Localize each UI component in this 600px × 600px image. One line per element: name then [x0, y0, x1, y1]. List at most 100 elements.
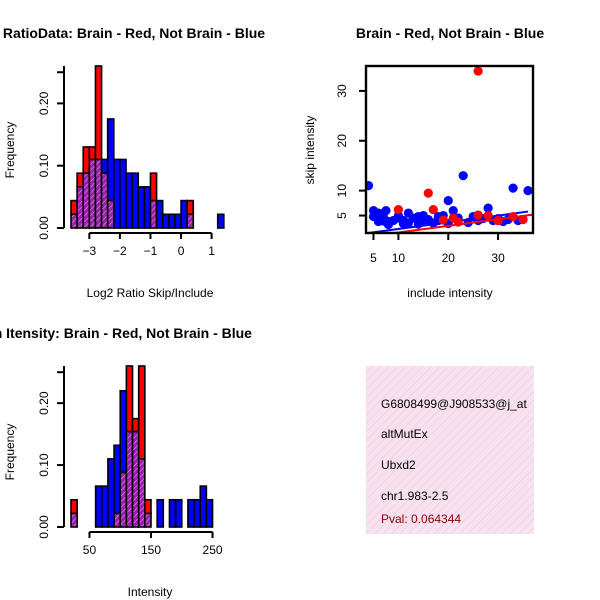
bar-not-brain [100, 158, 109, 174]
point-brain [393, 204, 404, 215]
x-tick-label: 0 [178, 244, 185, 258]
x-tick-label: 1 [208, 244, 215, 258]
bar-brain [88, 146, 97, 161]
bar-overlap [82, 172, 91, 229]
bar-overlap [70, 512, 78, 528]
point-brain [423, 188, 433, 198]
bar-overlap [88, 158, 97, 229]
info-panel: G6808499@J908533@j_at altMutEx Ubxd2 chr… [366, 366, 534, 534]
y-tick-label: 0.00 [37, 216, 51, 240]
info-location: chr1.983-2.5 [381, 489, 449, 503]
bar-not-brain [193, 498, 202, 528]
bar-not-brain [174, 213, 182, 229]
bar-not-brain [216, 213, 225, 229]
bar-overlap [119, 471, 128, 528]
bar-not-brain [107, 458, 115, 528]
point-not-brain [366, 181, 374, 191]
x-tick-label: −3 [82, 244, 96, 258]
bar-not-brain [143, 186, 152, 229]
scatter-ylabel: skip intensity [303, 116, 317, 185]
x-tick-label: 150 [141, 543, 161, 557]
y-tick-label: 0.00 [37, 515, 51, 539]
bar-not-brain [199, 485, 208, 528]
bar-not-brain [155, 199, 164, 229]
info-panel-background [366, 366, 534, 534]
bar-not-brain [156, 498, 165, 528]
ratio-hist-ylabel: Frequency [3, 122, 17, 179]
bar-not-brain [125, 172, 133, 229]
bar-overlap [76, 186, 85, 229]
bar-not-brain [106, 118, 115, 202]
bar-overlap [137, 458, 146, 528]
bar-brain [94, 65, 103, 161]
bar-not-brain [187, 498, 195, 528]
y-tick-label: 10 [335, 184, 349, 198]
bar-brain [76, 172, 85, 188]
bar-not-brain [112, 158, 121, 229]
bar-overlap [131, 430, 140, 528]
intensity-hist-title: Exon Itensity: Brain - Red, Not Brain - … [0, 325, 252, 341]
point-brain [473, 210, 483, 220]
bar-not-brain [100, 485, 109, 528]
bar-brain [144, 498, 152, 515]
ratio-hist-xlabel: Log2 Ratio Skip/Include [87, 286, 214, 300]
bar-not-brain [174, 498, 183, 528]
info-probe-id: G6808499@J908533@j_at [381, 397, 527, 411]
y-tick-label: 0.20 [37, 91, 51, 115]
point-brain [518, 214, 528, 225]
bar-overlap [94, 158, 103, 229]
bar-not-brain [113, 444, 122, 515]
point-brain [473, 66, 483, 76]
x-tick-label: −1 [144, 244, 158, 258]
bar-brain [70, 498, 78, 515]
bar-not-brain [205, 498, 214, 528]
bar-overlap [113, 512, 122, 528]
bar-not-brain [119, 158, 127, 229]
scatter-xlabel: include intensity [407, 286, 492, 300]
ratio-hist-title: RatioData: Brain - Red, Not Brain - Blue [3, 25, 265, 41]
bar-not-brain [161, 213, 170, 229]
intensity-scatter: Brain - Red, Not Brain - Blue 5 10 20 30 5 10… [303, 25, 544, 300]
bar-not-brain [168, 213, 176, 229]
intensity-hist-ylabel: Frequency [3, 424, 17, 481]
point-brain [428, 204, 438, 215]
x-tick-label: −2 [113, 244, 127, 258]
bar-overlap [149, 199, 158, 229]
bar-brain [70, 199, 78, 216]
bar-brain [186, 199, 195, 216]
bar-overlap [125, 430, 134, 528]
bar-brain [149, 172, 158, 202]
point-brain [483, 210, 493, 221]
x-tick-label: 20 [442, 251, 456, 265]
bar-brain [131, 417, 140, 433]
bar-overlap [70, 213, 78, 229]
y-tick-label: 0.10 [37, 453, 51, 477]
y-tick-label: 30 [335, 84, 349, 98]
info-pvalue: Pval: 0.064344 [381, 512, 461, 526]
x-tick-label: 50 [83, 543, 97, 557]
bar-brain [137, 365, 146, 460]
y-tick-label: 0.10 [37, 154, 51, 178]
bar-overlap [106, 199, 115, 229]
bar-not-brain [168, 498, 177, 528]
ratio-histogram: RatioData: Brain - Red, Not Brain - Blue… [3, 25, 265, 300]
x-tick-label: 5 [370, 251, 377, 265]
x-tick-label: 10 [392, 251, 406, 265]
point-not-brain [508, 183, 518, 193]
point-not-brain [483, 203, 493, 213]
x-tick-label: 30 [491, 251, 505, 265]
bar-brain [125, 365, 134, 433]
info-event-type: altMutEx [381, 427, 428, 441]
bar-not-brain [94, 485, 103, 528]
scatter-frame [364, 64, 535, 235]
x-tick-label: 250 [203, 543, 223, 557]
bar-overlap [186, 213, 195, 229]
point-not-brain [381, 205, 391, 216]
fit-line-not-brain [368, 210, 529, 233]
bar-not-brain [119, 389, 128, 474]
bar-overlap [100, 172, 109, 229]
point-not-brain [448, 205, 458, 216]
intensity-histogram: Exon Itensity: Brain - Red, Not Brain - … [0, 325, 252, 599]
bar-not-brain [137, 186, 146, 229]
